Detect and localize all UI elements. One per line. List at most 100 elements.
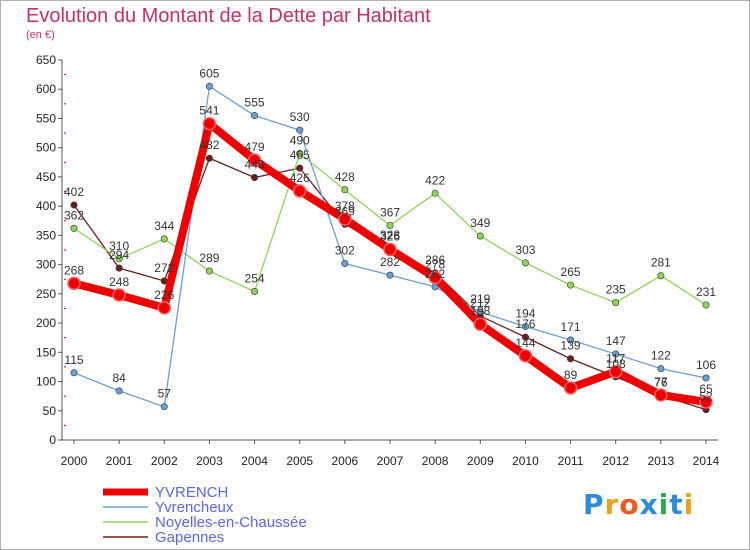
data-label: 231 bbox=[696, 285, 716, 299]
data-point bbox=[473, 317, 488, 331]
data-point bbox=[292, 184, 307, 198]
data-point bbox=[205, 154, 213, 162]
data-label: 262 bbox=[425, 267, 445, 281]
data-point bbox=[428, 270, 442, 285]
data-point bbox=[112, 288, 126, 302]
data-label: 294 bbox=[109, 248, 129, 262]
data-label: 147 bbox=[606, 334, 626, 348]
y-tick-label: 350 bbox=[36, 228, 56, 242]
x-tick-label: 2009 bbox=[467, 454, 494, 468]
data-point bbox=[567, 336, 575, 344]
data-label: 76 bbox=[654, 376, 668, 390]
data-label: 310 bbox=[109, 239, 129, 253]
data-label: 122 bbox=[651, 349, 671, 363]
x-tick-label: 2012 bbox=[602, 454, 629, 468]
data-label: 428 bbox=[335, 170, 355, 184]
y-tick-label: 450 bbox=[36, 170, 56, 184]
data-label: 219 bbox=[470, 292, 490, 306]
y-tick-label: 300 bbox=[36, 258, 56, 272]
logo-letter: P bbox=[583, 488, 605, 521]
data-label: 344 bbox=[154, 219, 174, 233]
data-label: 328 bbox=[380, 228, 400, 242]
data-label: 117 bbox=[606, 352, 625, 366]
data-label: 286 bbox=[425, 253, 445, 267]
logo-letter: t bbox=[669, 488, 684, 521]
data-point bbox=[567, 355, 575, 363]
x-tick-label: 2013 bbox=[648, 454, 675, 468]
data-label: 465 bbox=[290, 148, 310, 162]
data-point bbox=[612, 350, 620, 358]
logo-letter: i bbox=[658, 488, 670, 521]
data-label: 57 bbox=[158, 387, 172, 401]
data-label: 212 bbox=[470, 296, 490, 310]
data-point bbox=[115, 264, 123, 272]
y-tick-label: 200 bbox=[36, 316, 56, 330]
data-point bbox=[251, 174, 259, 182]
data-point bbox=[157, 301, 172, 315]
data-point bbox=[518, 349, 533, 363]
data-point bbox=[247, 153, 262, 167]
data-point bbox=[251, 288, 259, 296]
data-label: 108 bbox=[606, 357, 626, 371]
y-tick-label: 500 bbox=[36, 141, 56, 155]
y-tick-label: 50 bbox=[43, 404, 57, 418]
data-label: 302 bbox=[335, 243, 355, 257]
y-tick-label: 150 bbox=[36, 345, 56, 359]
x-tick-label: 2011 bbox=[558, 454, 584, 468]
data-point bbox=[296, 150, 304, 158]
data-point bbox=[70, 369, 78, 377]
x-tick-label: 2001 bbox=[106, 454, 133, 468]
x-tick-label: 2010 bbox=[512, 454, 539, 468]
data-point bbox=[383, 242, 397, 257]
data-label: 265 bbox=[561, 265, 581, 279]
data-label: 106 bbox=[696, 358, 716, 372]
y-tick-label: 100 bbox=[36, 375, 56, 389]
data-point bbox=[251, 112, 259, 120]
data-label: 541 bbox=[199, 104, 219, 118]
x-tick-label: 2003 bbox=[196, 454, 223, 468]
data-label: 52 bbox=[699, 390, 713, 404]
data-point bbox=[202, 116, 217, 131]
chart-title: Evolution du Montant de la Dette par Hab… bbox=[26, 5, 431, 27]
data-point bbox=[160, 235, 168, 243]
x-tick-label: 2000 bbox=[61, 454, 88, 468]
data-label: 349 bbox=[470, 216, 490, 230]
data-label: 378 bbox=[335, 199, 355, 213]
data-point bbox=[521, 259, 529, 267]
chart-subtitle: (en €) bbox=[26, 29, 55, 41]
x-tick-label: 2007 bbox=[377, 454, 404, 468]
data-point bbox=[521, 333, 529, 341]
data-label: 235 bbox=[606, 283, 626, 297]
data-point bbox=[296, 126, 304, 134]
data-label: 84 bbox=[112, 371, 126, 385]
data-label: 282 bbox=[380, 255, 400, 269]
data-point bbox=[612, 299, 620, 307]
data-point bbox=[338, 212, 352, 226]
data-label: 530 bbox=[290, 110, 310, 124]
data-point bbox=[70, 224, 78, 232]
data-point bbox=[341, 186, 349, 194]
data-point bbox=[521, 323, 529, 331]
data-point bbox=[115, 387, 123, 395]
data-point bbox=[70, 201, 78, 209]
logo-letter: x bbox=[639, 488, 659, 521]
x-tick-label: 2002 bbox=[151, 454, 178, 468]
data-point bbox=[431, 189, 439, 197]
data-label: 272 bbox=[154, 261, 174, 275]
y-tick-label: 550 bbox=[36, 111, 56, 125]
data-point bbox=[296, 164, 304, 172]
data-point bbox=[386, 271, 394, 279]
logo-letter: i bbox=[683, 488, 695, 521]
data-point bbox=[205, 267, 213, 275]
y-tick-label: 600 bbox=[36, 82, 56, 96]
data-point bbox=[699, 395, 713, 409]
data-point bbox=[476, 232, 484, 240]
data-label: 326 bbox=[380, 229, 400, 243]
data-label: 605 bbox=[199, 66, 219, 80]
data-point bbox=[654, 388, 668, 402]
x-tick-label: 2005 bbox=[286, 454, 313, 468]
data-label: 422 bbox=[425, 173, 445, 187]
data-point bbox=[657, 365, 665, 373]
